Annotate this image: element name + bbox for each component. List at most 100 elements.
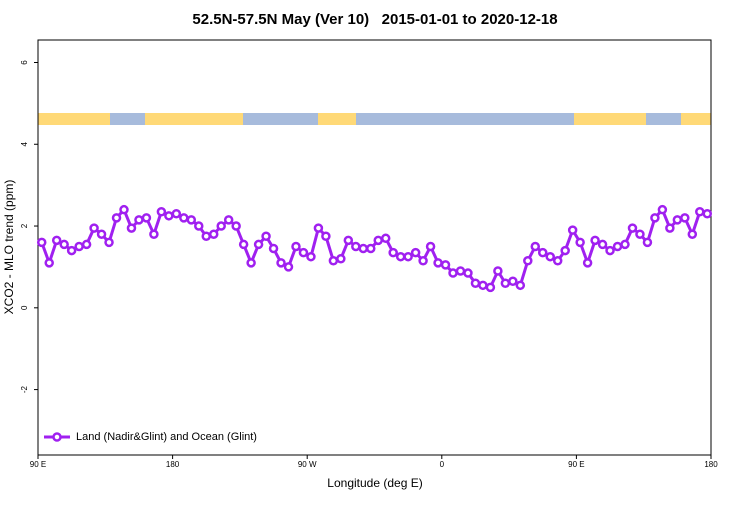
point	[552, 256, 563, 266]
point	[500, 278, 511, 289]
plot-frame	[37, 39, 712, 456]
point	[291, 241, 301, 252]
point	[306, 251, 316, 262]
point	[380, 233, 391, 244]
point	[283, 262, 294, 272]
x-tick-label: 90 E	[568, 460, 584, 469]
point	[582, 258, 593, 268]
point	[366, 243, 376, 254]
point	[74, 241, 84, 252]
point	[36, 237, 47, 248]
y-tick-label: 4	[20, 141, 29, 146]
point	[470, 278, 481, 289]
point	[508, 276, 518, 286]
point	[358, 243, 369, 254]
point	[149, 229, 159, 239]
point	[89, 223, 99, 233]
point	[680, 213, 690, 223]
point	[448, 268, 458, 278]
point	[119, 204, 129, 215]
y-tick-label: 2	[20, 223, 29, 228]
point	[455, 266, 466, 276]
point	[328, 256, 339, 266]
y-axis-label: XCO2 - MLO trend (ppm)	[2, 180, 16, 315]
point	[650, 213, 660, 223]
point	[567, 225, 578, 235]
point	[627, 223, 638, 233]
x-tick-label: 0	[440, 460, 445, 469]
point	[59, 239, 69, 250]
point	[336, 253, 346, 264]
point	[313, 223, 324, 233]
point	[276, 258, 286, 268]
point	[81, 239, 92, 250]
point	[612, 241, 623, 252]
point	[410, 247, 421, 258]
point	[463, 268, 473, 278]
point	[51, 235, 62, 246]
x-axis-label: Longitude (deg E)	[327, 476, 422, 490]
land-ocean-strip	[38, 113, 711, 125]
x-tick-label: 90 E	[30, 460, 46, 469]
x-tick-label: 90 W	[298, 460, 317, 469]
x-tick-label: 180	[704, 460, 718, 469]
point	[425, 241, 436, 252]
point	[321, 231, 331, 242]
point	[223, 215, 234, 225]
point	[126, 223, 137, 233]
point	[111, 213, 122, 223]
point	[194, 221, 204, 231]
point	[96, 229, 107, 239]
point	[657, 204, 668, 215]
point	[545, 251, 555, 262]
point	[238, 239, 249, 250]
point	[635, 229, 645, 239]
point	[395, 251, 406, 262]
point	[351, 241, 361, 252]
legend-marker	[52, 432, 62, 442]
point	[530, 241, 541, 252]
point	[695, 206, 705, 217]
point	[388, 247, 398, 258]
point	[216, 221, 226, 231]
y-tick-label: -2	[20, 385, 29, 393]
point	[597, 239, 608, 250]
point	[171, 209, 182, 219]
y-tick-label: 0	[20, 305, 29, 310]
x-tick-label: 180	[166, 460, 180, 469]
point	[418, 256, 428, 266]
point	[268, 243, 279, 254]
point	[403, 251, 413, 262]
point	[433, 258, 443, 268]
point	[538, 247, 548, 258]
point	[141, 213, 152, 223]
point	[478, 280, 488, 291]
point	[261, 231, 271, 242]
point	[590, 235, 600, 246]
point	[253, 239, 264, 250]
point	[687, 229, 698, 239]
point	[515, 280, 526, 291]
point	[186, 215, 197, 225]
point	[201, 231, 211, 242]
point	[231, 221, 241, 231]
point	[493, 266, 503, 276]
point	[164, 211, 174, 221]
point	[620, 239, 630, 250]
point	[440, 260, 451, 270]
point	[560, 245, 570, 256]
point	[605, 245, 615, 256]
y-tick-label: 6	[20, 60, 29, 65]
point	[523, 256, 533, 266]
chart-title: 52.5N-57.5N May (Ver 10) 2015-01-01 to 2…	[192, 11, 557, 28]
point	[702, 209, 713, 219]
point	[642, 237, 653, 248]
point	[246, 258, 256, 268]
point	[66, 245, 77, 256]
point	[208, 229, 219, 239]
point	[134, 215, 144, 225]
legend-label: Land (Nadir&Glint) and Ocean (Glint)	[76, 431, 257, 443]
point	[44, 258, 54, 268]
point	[665, 223, 675, 233]
